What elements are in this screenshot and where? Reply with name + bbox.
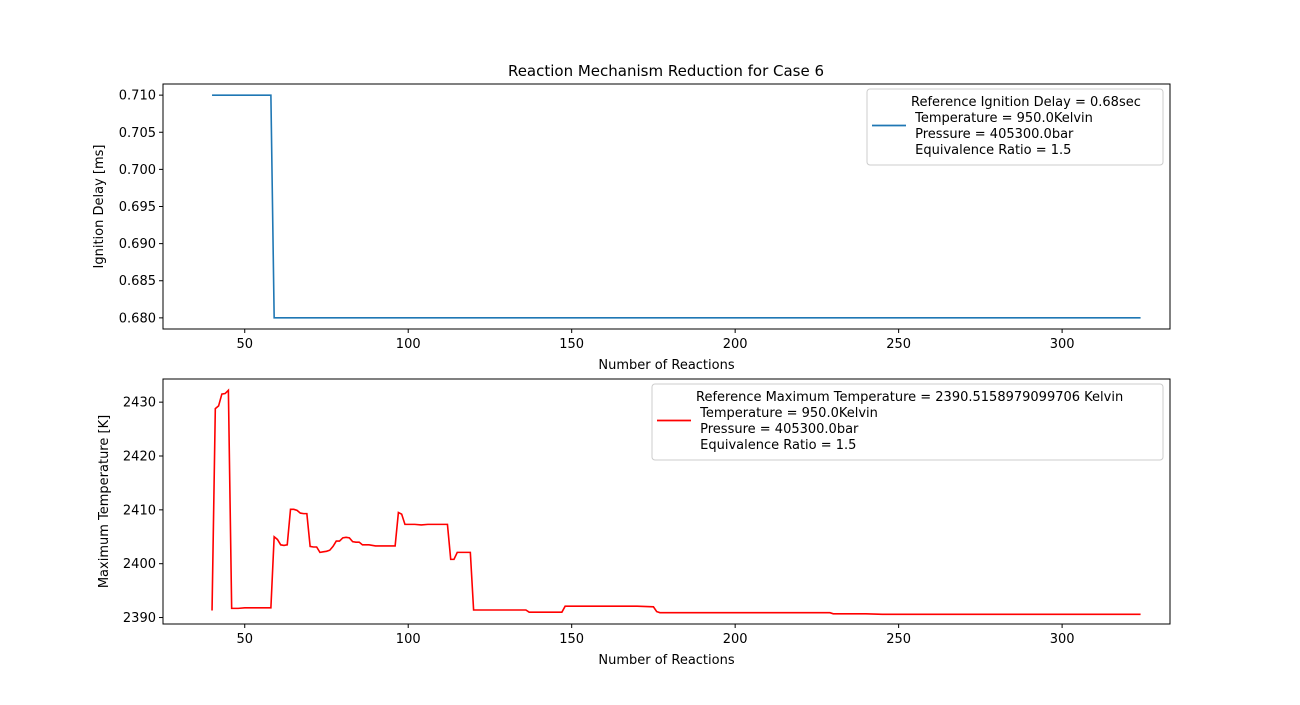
x-tick-label: 200 [723,632,748,647]
panel-maximum-temperature: 50 100 150 200 250 300 2390 2400 2410 2420 2430 Num… [97,378,1171,668]
axes-frame [162,378,1171,625]
y-axis-label: Ignition Delay [ms] [92,145,107,269]
x-tick-label: 50 [236,337,253,352]
y-tick-label: 2390 [123,611,156,626]
panel-ignition-delay: 50 100 150 200 250 300 0.680 0.685 0.690 0.695 0.7… [92,83,1171,373]
legend-label-line: Reference Maximum Temperature = 2390.515… [696,390,1123,405]
y-tick-label: 0.700 [119,163,156,178]
legend-box [866,88,1164,166]
y-tick-label: 0.710 [119,89,156,104]
x-tick-label: 150 [559,337,584,352]
y-tick-label: 0.705 [119,126,156,141]
legend-label-line: Temperature = 950.0Kelvin [911,111,1093,126]
y-tick-label: 2420 [123,450,156,465]
legend-box [651,383,1164,461]
legend: Reference Ignition Delay = 0.68sec Tempe… [866,88,1164,166]
y-tick-label: 0.690 [119,237,156,252]
y-tick-label: 0.680 [119,311,156,326]
x-tick-label: 100 [396,632,421,647]
x-axis-label: Number of Reactions [598,653,734,668]
legend-label-line: Equivalence Ratio = 1.5 [911,143,1071,158]
legend-label-line: Pressure = 405300.0bar [696,422,859,437]
x-tick-label: 250 [886,632,911,647]
chart-title: Reaction Mechanism Reduction for Case 6 [508,62,824,80]
x-tick-label: 100 [396,337,421,352]
legend-label-line: Reference Ignition Delay = 0.68sec [911,95,1141,110]
x-tick-label: 200 [723,337,748,352]
legend-label: Reference Maximum Temperature = 2390.515… [696,390,1123,453]
legend-label-line: Pressure = 405300.0bar [911,127,1074,142]
x-tick-label: 300 [1050,632,1075,647]
legend-label-line: Temperature = 950.0Kelvin [696,406,878,421]
x-tick-label: 150 [559,632,584,647]
y-axis-label: Maximum Temperature [K] [97,415,112,588]
x-tick-label: 250 [886,337,911,352]
series-line [211,388,1141,616]
y-tick-label: 2410 [123,503,156,518]
series-line [212,94,1141,319]
y-tick-label: 0.685 [119,274,156,289]
legend-label-line: Equivalence Ratio = 1.5 [696,438,856,453]
x-axis-label: Number of Reactions [598,358,734,373]
x-tick-label: 300 [1050,337,1075,352]
x-tick-label: 50 [236,632,253,647]
y-tick-label: 2430 [123,396,156,411]
legend: Reference Maximum Temperature = 2390.515… [651,383,1164,461]
legend-label: Reference Ignition Delay = 0.68sec Tempe… [911,95,1141,158]
y-tick-label: 0.695 [119,200,156,215]
y-tick-label: 2400 [123,557,156,572]
